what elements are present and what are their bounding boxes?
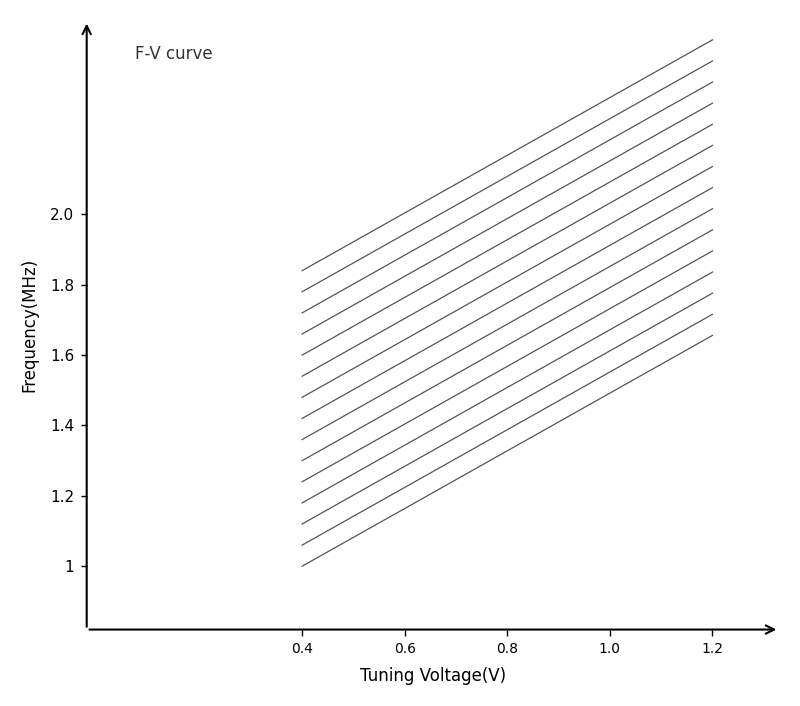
Text: F-V curve: F-V curve bbox=[135, 45, 213, 63]
X-axis label: Tuning Voltage(V): Tuning Voltage(V) bbox=[360, 667, 506, 685]
Y-axis label: Frequency(MHz): Frequency(MHz) bbox=[21, 258, 39, 393]
